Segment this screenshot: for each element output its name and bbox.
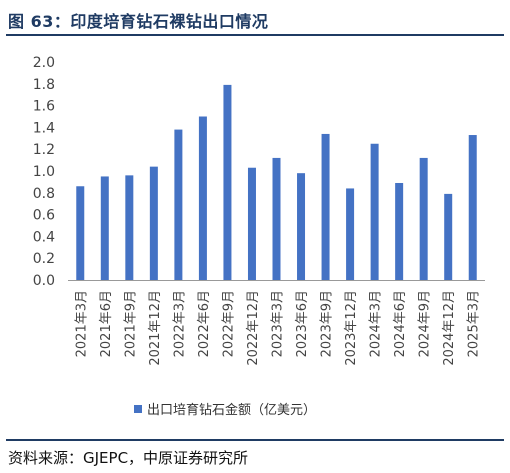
x-tick-label: 2023年3月 [271,290,286,357]
y-tick-label: 0.6 [33,208,55,224]
y-tick-label: 1.8 [33,77,55,93]
y-tick-label: 0.0 [33,273,55,289]
x-tick-label: 2024年3月 [369,290,384,357]
chart-title-bar: 图 63：印度培育钻石裸钻出口情况 [6,4,504,32]
bar [346,188,355,280]
x-tick-label: 2022年12月 [246,290,261,366]
source-note: 资料来源：GJEPC，中原证券研究所 [8,449,249,467]
bar [297,173,306,280]
bar [198,116,207,280]
x-tick-label: 2024年9月 [418,290,433,357]
chart-title: 图 63：印度培育钻石裸钻出口情况 [8,12,269,31]
y-tick-label: 2.0 [33,55,55,71]
y-tick-label: 1.4 [33,120,55,136]
x-tick-label: 2024年12月 [442,290,457,366]
x-tick-label: 2023年6月 [295,290,310,357]
bar-series [76,84,477,280]
x-tick-label: 2022年9月 [221,290,236,357]
x-tick-label: 2021年9月 [123,290,138,357]
bar [223,84,232,280]
x-tick-label: 2021年3月 [74,290,89,357]
bar [395,182,404,280]
bar [419,157,428,280]
y-tick-label: 1.0 [33,164,55,180]
x-tick-label: 2021年12月 [148,290,163,366]
bar [100,176,109,280]
x-axis: 2021年3月 2021年6月 2021年9月 2021年12月 2022年3月 2022… [68,280,485,366]
x-tick-label: 2022年6月 [197,290,212,357]
x-tick-label: 2023年9月 [320,290,335,357]
y-axis: 0.0 0.2 0.4 0.6 0.8 1.0 1.2 1.4 1.6 1.8 2.0 [33,55,55,289]
legend-swatch [134,404,142,413]
y-tick-label: 0.4 [33,229,55,245]
bar [444,193,453,280]
y-tick-label: 0.8 [33,186,55,202]
bar [76,186,85,280]
x-tick-label: 2021年6月 [99,290,114,357]
bar [174,129,183,280]
footer-divider [6,439,504,441]
x-tick-label: 2025年3月 [467,290,482,357]
x-tick-label: 2023年12月 [344,290,359,366]
y-tick-label: 1.6 [33,99,55,115]
y-tick-label: 0.2 [33,251,55,267]
bar [321,133,330,280]
bar [247,167,256,280]
bar [125,175,134,280]
bar [149,166,158,280]
chart-legend: 出口培育钻石金额（亿美元） [134,399,316,418]
title-divider [6,34,504,36]
y-tick-label: 1.2 [33,142,55,158]
bar [468,135,477,280]
x-tick-label: 2022年3月 [172,290,187,357]
bar [370,143,379,280]
legend-label: 出口培育钻石金额（亿美元） [147,403,317,418]
bar [272,157,281,280]
bar-chart: 0.0 0.2 0.4 0.6 0.8 1.0 1.2 1.4 1.6 1.8 2.0 2021年3… [33,55,485,366]
x-tick-label: 2024年6月 [393,290,408,357]
